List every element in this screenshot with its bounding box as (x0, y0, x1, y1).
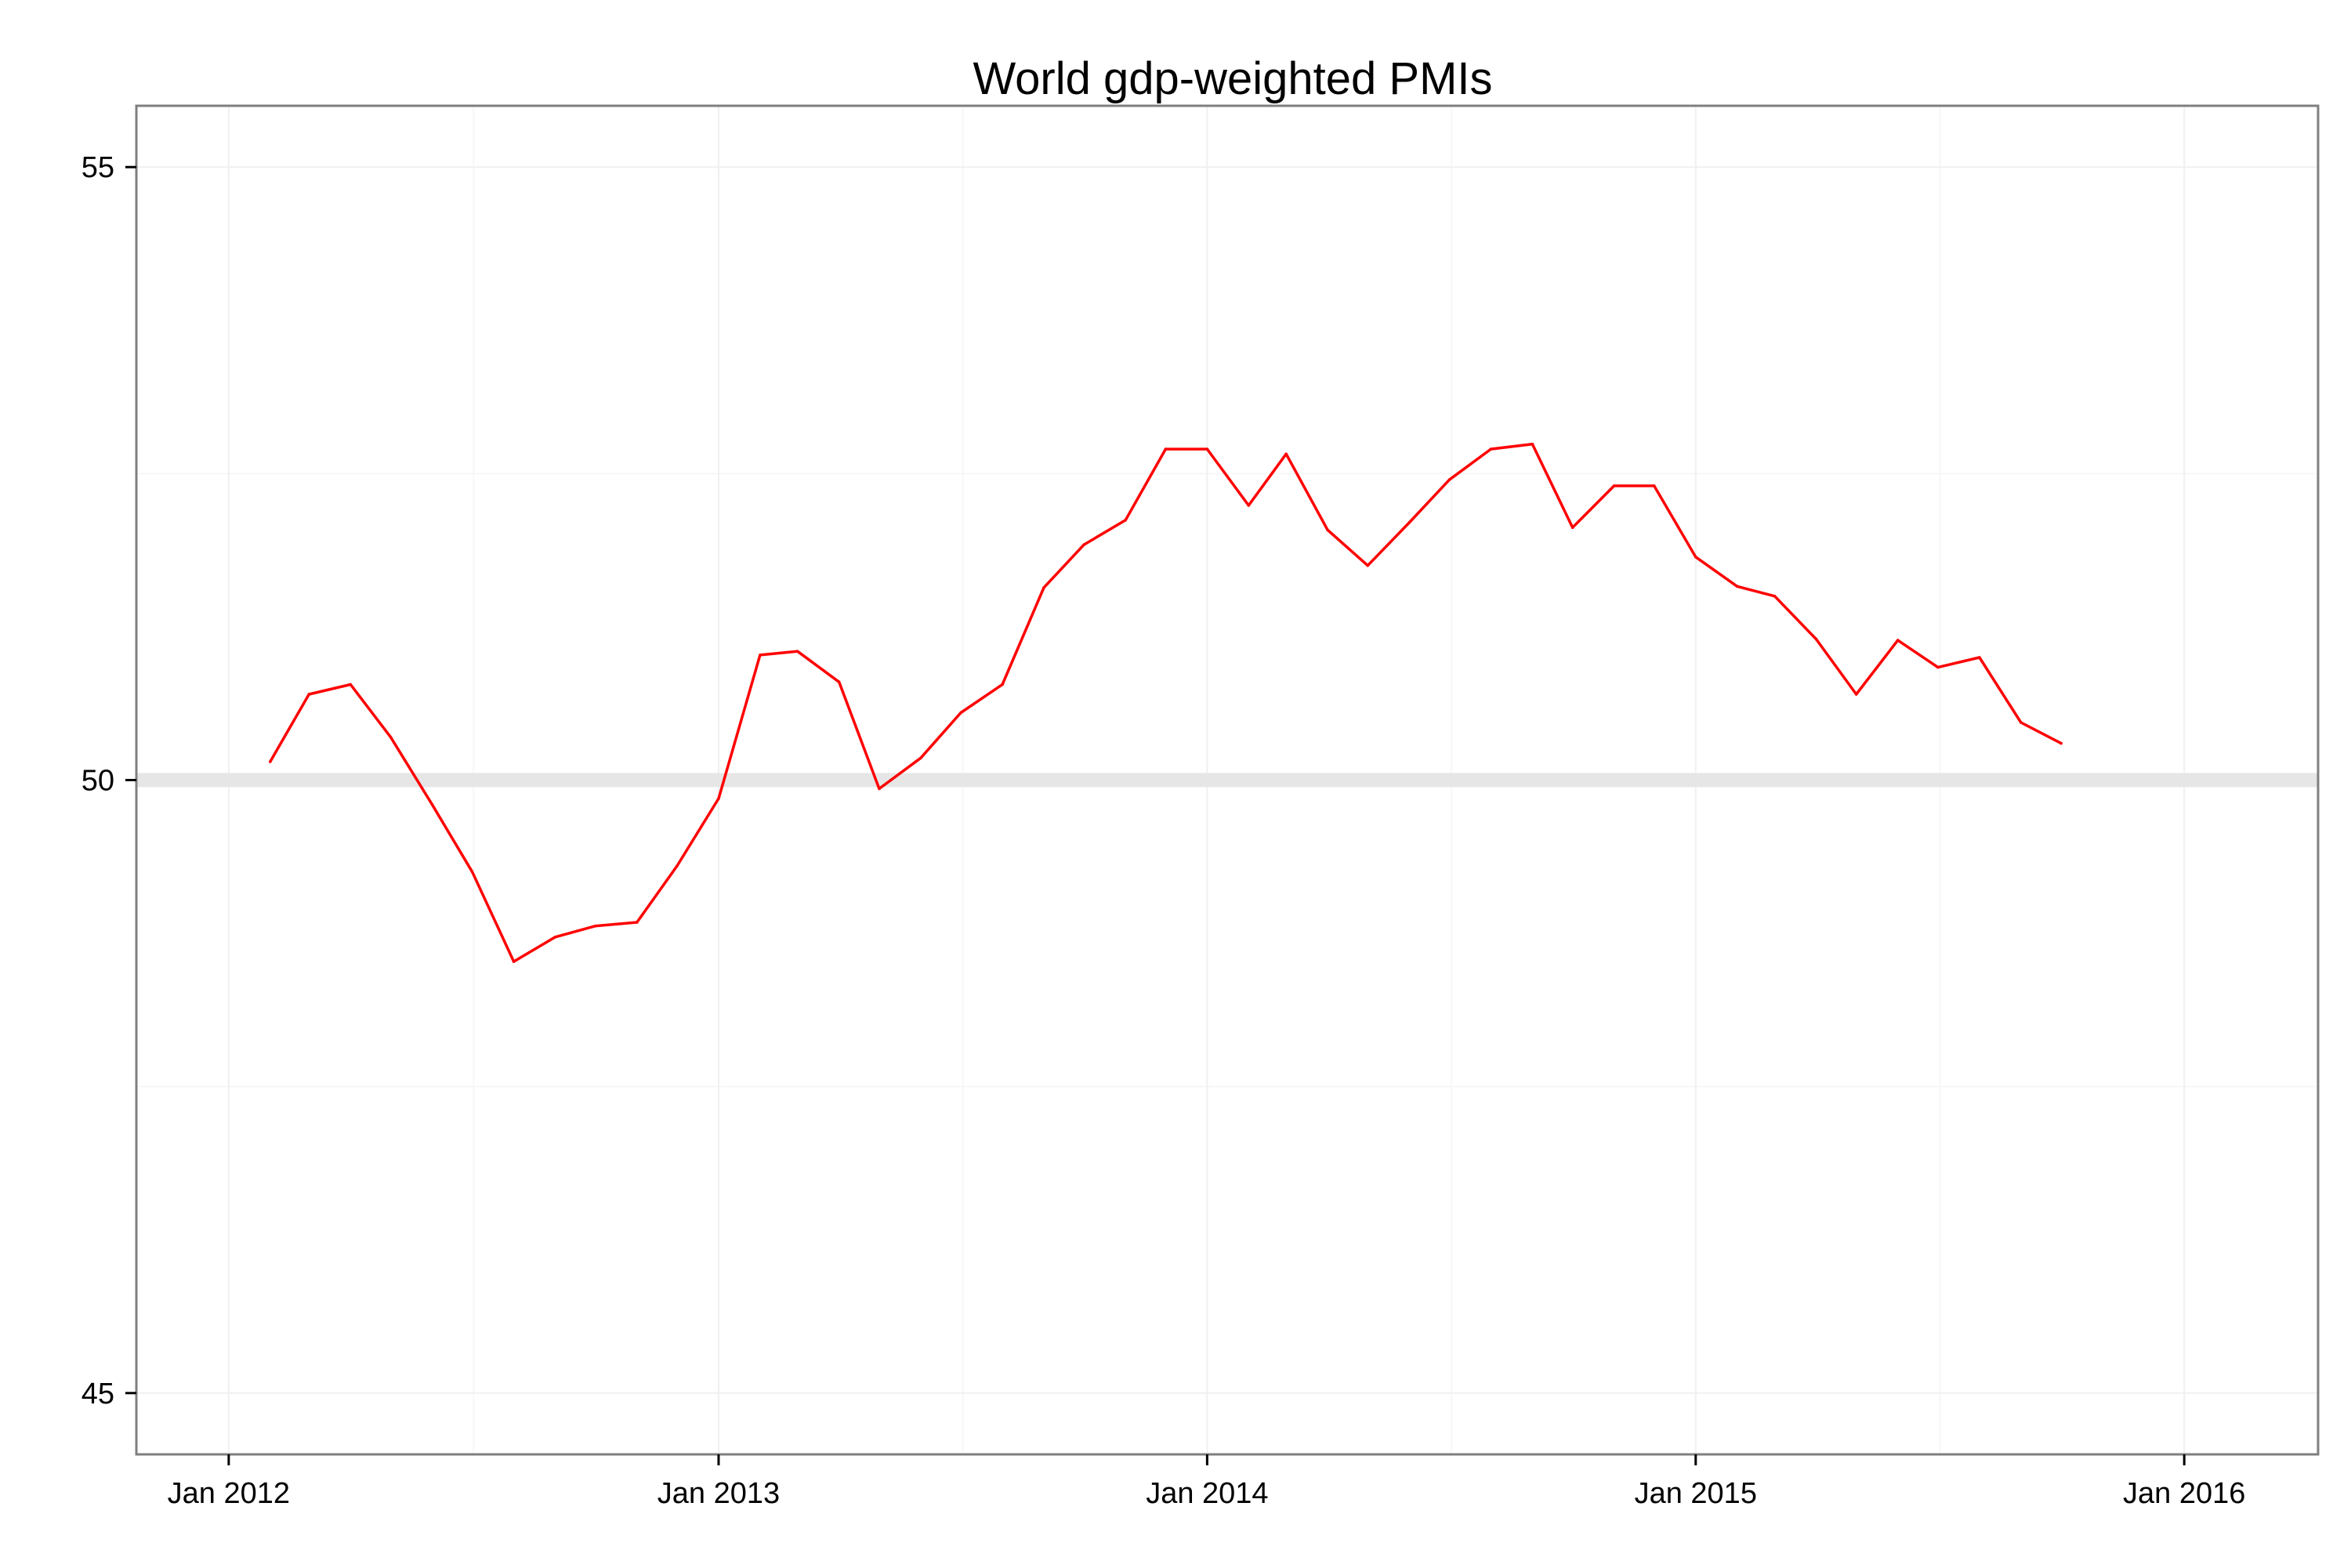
data-point (389, 735, 393, 739)
data-point (1570, 526, 1574, 529)
y-axis: 45 50 55 (82, 151, 136, 1410)
x-tick-label: Jan 2016 (2123, 1477, 2245, 1510)
data-point (878, 787, 881, 791)
data-point (1247, 504, 1251, 507)
x-tick-label: Jan 2012 (168, 1477, 290, 1510)
data-point (717, 797, 720, 800)
data-point (1978, 656, 1981, 659)
data-point (349, 683, 353, 686)
plot-panel (135, 104, 2320, 1456)
data-point (1735, 585, 1739, 588)
data-point (1326, 528, 1329, 532)
data-point (837, 680, 841, 684)
data-point (1936, 665, 1940, 669)
series-layer (269, 443, 2063, 963)
y-tick-label: 55 (82, 151, 114, 184)
data-point (2059, 741, 2063, 745)
reference-line-50 (136, 773, 2318, 788)
data-point (553, 936, 557, 939)
chart-title: World gdp-weighted PMIs (973, 53, 1492, 104)
data-point (1001, 683, 1004, 686)
y-tick-label: 50 (82, 765, 114, 798)
data-point (1447, 478, 1451, 481)
data-point (307, 693, 311, 696)
data-point (1531, 443, 1534, 446)
data-point (1653, 484, 1656, 487)
data-point (759, 654, 762, 657)
x-axis: Jan 2012 Jan 2013 Jan 2014 Jan 2015 Jan 2016 (168, 1454, 2245, 1510)
x-tick-label: Jan 2014 (1146, 1477, 1268, 1510)
data-point (430, 803, 434, 806)
data-point (795, 650, 799, 653)
data-point (512, 960, 516, 963)
data-point (1773, 595, 1777, 598)
data-point (1042, 586, 1045, 589)
y-tick-label: 45 (82, 1378, 114, 1410)
data-point (1612, 484, 1616, 487)
data-point (959, 711, 962, 715)
data-point (1205, 447, 1209, 451)
data-point (1896, 639, 1900, 642)
data-point (1854, 693, 1858, 696)
data-point (919, 756, 922, 760)
data-point (1124, 519, 1127, 522)
x-tick-label: Jan 2013 (657, 1477, 780, 1510)
data-point (1489, 447, 1493, 451)
data-point (636, 921, 639, 924)
data-point (1082, 543, 1085, 546)
data-point (1694, 556, 1697, 559)
data-point (676, 864, 679, 867)
data-point (1164, 447, 1168, 451)
data-point (1366, 563, 1370, 567)
x-tick-label: Jan 2015 (1635, 1477, 1757, 1510)
series-line (269, 443, 2063, 963)
data-point (594, 924, 597, 928)
data-point (470, 871, 474, 874)
data-point (2020, 721, 2023, 724)
data-point (1284, 452, 1288, 456)
data-point (1407, 521, 1411, 524)
data-point (1814, 637, 1818, 641)
data-point (269, 760, 272, 763)
